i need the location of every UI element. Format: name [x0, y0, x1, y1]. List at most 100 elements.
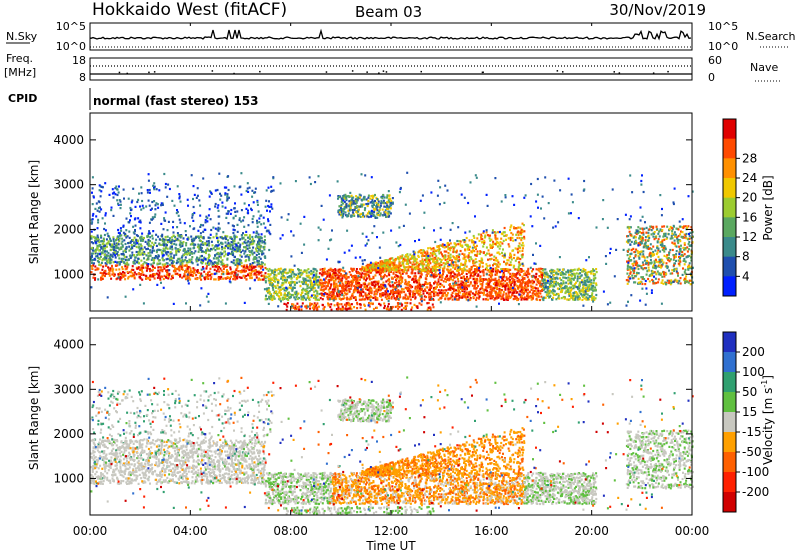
power-cell [465, 255, 468, 258]
power-cell [519, 268, 522, 271]
power-cell [305, 298, 307, 301]
power-cell [411, 295, 414, 298]
power-cell [222, 277, 225, 280]
power-cell [567, 279, 570, 282]
power-cell [499, 241, 502, 244]
power-cell [240, 261, 243, 265]
power-cell [447, 252, 450, 255]
power-cell [474, 258, 477, 261]
power-cell [573, 273, 576, 276]
power-cell [464, 243, 467, 246]
power-cell [350, 283, 353, 286]
power-cell [405, 272, 408, 275]
power-cell [199, 225, 202, 228]
power-cell [161, 263, 164, 266]
power-cell [557, 292, 560, 296]
power-cell [149, 208, 152, 211]
power-cell [358, 282, 361, 285]
power-cell [133, 262, 136, 265]
power-cell [470, 250, 473, 253]
power-cell [153, 277, 156, 280]
power-cell [339, 290, 342, 293]
power-cell [328, 275, 331, 278]
power-cell [330, 283, 333, 286]
power-cell [326, 285, 329, 288]
power-cell [257, 241, 259, 244]
power-cell [424, 289, 427, 293]
power-cell [174, 238, 177, 241]
power-cell [462, 263, 465, 266]
power-cell [508, 295, 510, 298]
power-cell [160, 222, 163, 225]
power-cell [94, 207, 97, 210]
power-cell [179, 241, 182, 244]
power-cell [305, 269, 308, 272]
power-cell [205, 265, 208, 268]
power-cell [264, 266, 267, 270]
power-cell [179, 263, 182, 266]
power-cell [429, 284, 432, 287]
power-cell [119, 232, 121, 235]
power-cell [305, 283, 308, 286]
power-cell [460, 272, 463, 275]
power-cell [385, 275, 388, 278]
power-cell [109, 245, 112, 248]
power-cell [515, 273, 518, 276]
power-cell [193, 193, 196, 196]
power-cell [190, 261, 193, 264]
power-cell [507, 287, 510, 290]
power-cell [101, 186, 104, 189]
power-cell [475, 282, 478, 285]
power-cell [264, 239, 266, 242]
power-cell [527, 282, 530, 285]
power-cell [255, 276, 258, 279]
power-cell [189, 247, 192, 250]
power-cell [514, 268, 517, 271]
power-cell [254, 235, 257, 239]
power-cell [141, 278, 144, 281]
power-cell [329, 279, 332, 282]
power-cell [535, 283, 538, 286]
power-cell [453, 261, 456, 264]
power-cell [342, 269, 344, 272]
power-cell [435, 249, 438, 252]
power-cell [131, 251, 134, 254]
power-cell [544, 284, 547, 287]
power-cell [409, 261, 412, 264]
power-cell [445, 276, 448, 279]
power-cell [256, 199, 259, 202]
power-cell [151, 251, 154, 254]
power-cell [239, 254, 242, 257]
power-cell [562, 280, 565, 283]
power-cell [220, 194, 223, 197]
power-cell [196, 271, 199, 274]
power-cell [563, 297, 566, 300]
power-cell [572, 298, 574, 301]
power-cell [129, 241, 132, 244]
power-cell [271, 271, 274, 274]
power-cell [151, 264, 154, 267]
power-cell [145, 254, 148, 257]
power-cell [170, 255, 173, 258]
power-cell [509, 296, 512, 299]
power-cell [205, 267, 208, 270]
power-cell [192, 267, 195, 270]
power-cell [346, 298, 348, 301]
power-cell [270, 269, 273, 272]
power-cell [159, 275, 162, 278]
power-cell [548, 283, 551, 286]
power-cell [104, 256, 106, 259]
power-cell [321, 271, 324, 274]
power-cell [417, 265, 420, 268]
power-cell [559, 290, 562, 294]
power-cell [293, 273, 296, 276]
power-cell [207, 240, 210, 243]
power-cell [437, 294, 440, 297]
power-cell [116, 188, 118, 191]
power-cell [453, 281, 456, 285]
power-cell [342, 294, 345, 297]
power-cell [553, 285, 556, 288]
power-cell [227, 210, 230, 213]
power-cell [407, 289, 409, 292]
power-cell [546, 281, 549, 284]
